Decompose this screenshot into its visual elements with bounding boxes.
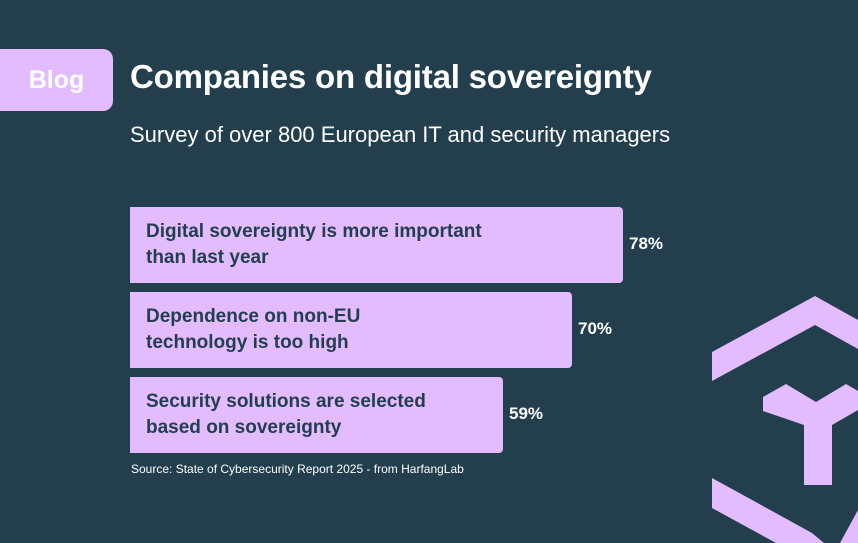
bar-label-line: Security solutions are selected <box>146 391 426 412</box>
bar-1: Digital sovereignty is more important tha… <box>130 207 623 283</box>
bar-label: Dependence on non-EU technology is too hi… <box>146 304 360 356</box>
blog-tag: Blog <box>0 49 113 111</box>
page-subtitle: Survey of over 800 European IT and secur… <box>130 122 671 147</box>
bar-label-line: than last year <box>146 247 269 268</box>
bar-value-label: 59% <box>509 404 544 423</box>
bar-value-label: 78% <box>629 234 664 253</box>
bar-label: Digital sovereignty is more important tha… <box>146 219 482 271</box>
bar-label-line: based on sovereignty <box>146 417 342 438</box>
source-note: Source: State of Cybersecurity Report 20… <box>131 462 464 476</box>
bar-label-line: Dependence on non-EU <box>146 306 361 327</box>
page-title: Companies on digital sovereignty <box>130 58 652 95</box>
bar-value-label: 70% <box>578 319 613 338</box>
bar-label: Security solutions are selected based on … <box>146 389 426 441</box>
bar-label-line: Digital sovereignty is more important <box>146 221 482 242</box>
bar-3: Security solutions are selected based on … <box>130 377 503 453</box>
bar-2: Dependence on non-EU technology is too hi… <box>130 292 572 368</box>
bar-label-line: technology is too high <box>146 332 349 353</box>
